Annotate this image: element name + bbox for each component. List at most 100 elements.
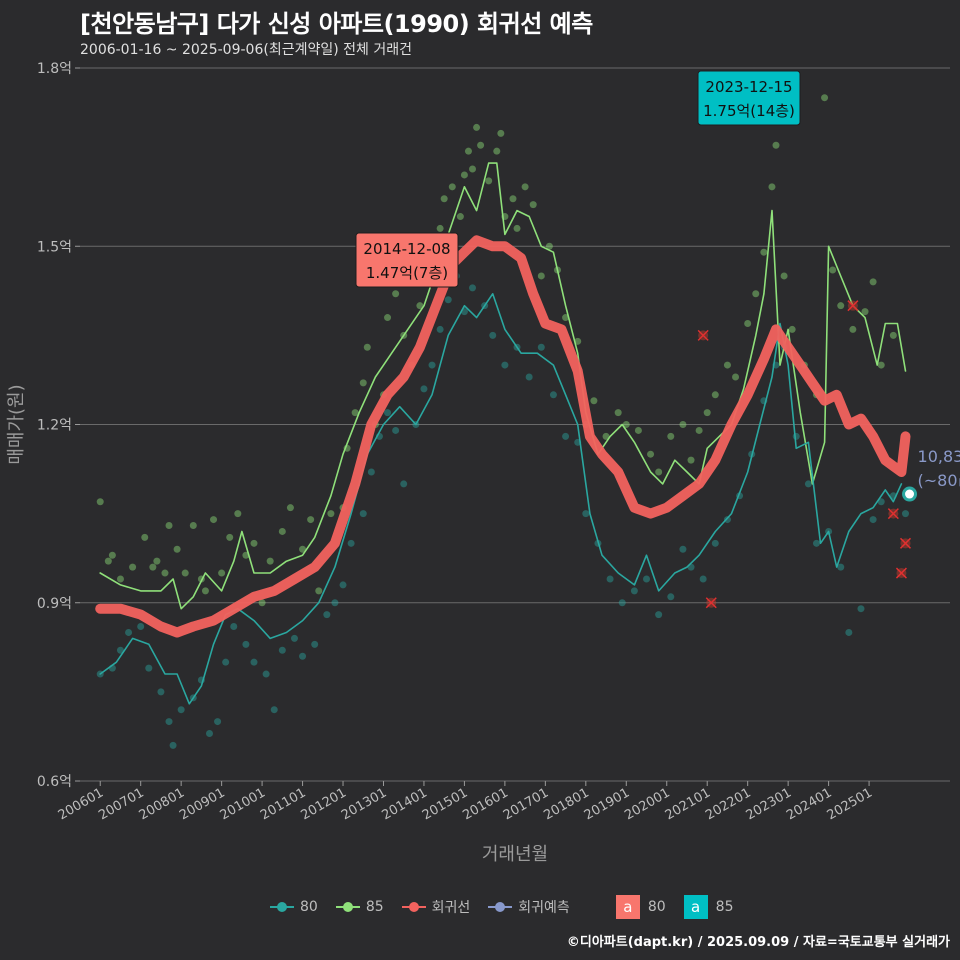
- scatter-point-80: [169, 741, 177, 749]
- scatter-point-85: [477, 141, 485, 149]
- scatter-point-85: [456, 213, 464, 221]
- scatter-point-80: [331, 599, 339, 607]
- legend-label-prediction: 회귀예측: [518, 900, 570, 916]
- scatter-point-85: [210, 516, 218, 524]
- scatter-point-80: [711, 539, 719, 547]
- scatter-point-80: [655, 611, 663, 619]
- annotation-date: 2014-12-08: [363, 240, 450, 258]
- scatter-point-85: [416, 302, 424, 310]
- scatter-point-85: [647, 450, 655, 458]
- scatter-point-80: [501, 361, 509, 369]
- legend-box-80: a 80: [615, 895, 666, 919]
- outlier-x-mark: [899, 537, 912, 549]
- y-tick-label: 1.5억: [37, 239, 72, 255]
- scatter-point-85: [473, 123, 481, 131]
- scatter-point-80: [214, 718, 222, 726]
- legend-label-regression: 회귀선: [431, 900, 471, 916]
- scatter-point-85: [861, 308, 869, 316]
- scatter-point-85: [234, 510, 242, 518]
- scatter-point-85: [752, 290, 760, 298]
- prediction-value-label: 10,830: [918, 447, 960, 466]
- scatter-point-80: [444, 296, 452, 304]
- x-tick-label: 202501: [825, 785, 875, 823]
- legend-box-85: a 85: [683, 895, 733, 919]
- scatter-point-85: [226, 533, 234, 541]
- scatter-point-80: [400, 480, 408, 488]
- x-tick-label: 200801: [137, 785, 187, 823]
- scatter-point-85: [266, 557, 274, 565]
- scatter-point-85: [384, 314, 392, 322]
- scatter-point-80: [116, 646, 124, 654]
- scatter-point-85: [116, 575, 124, 583]
- scatter-point-85: [436, 224, 444, 232]
- scatter-point-80: [582, 510, 590, 518]
- prediction-area-label: (~80㎡): [918, 471, 960, 490]
- scatter-point-85: [497, 129, 505, 137]
- legend-item-85: 85: [335, 899, 384, 915]
- scatter-point-80: [537, 343, 545, 351]
- scatter-point-85: [201, 587, 209, 595]
- scatter-point-85: [392, 290, 400, 298]
- scatter-point-85: [104, 557, 112, 565]
- scatter-point-85: [772, 141, 780, 149]
- footer-credit: ©디아파트(dapt.kr) / 2025.09.09 / 자료=국토교통부 실…: [566, 935, 950, 950]
- legend-label-80: 80: [300, 899, 318, 915]
- legend-item-regression: 회귀선: [401, 897, 471, 917]
- scatter-point-85: [655, 468, 663, 476]
- scatter-point-80: [606, 575, 614, 583]
- scatter-point-85: [780, 272, 788, 280]
- scatter-point-85: [760, 248, 768, 256]
- scatter-point-85: [829, 266, 837, 274]
- scatter-point-80: [339, 581, 347, 589]
- scatter-point-80: [242, 640, 250, 648]
- x-tick-label: 202101: [663, 785, 713, 823]
- annotation-date: 2023-12-15: [705, 78, 792, 96]
- scatter-point-85: [695, 426, 703, 434]
- x-tick-label: 202401: [784, 785, 834, 823]
- x-tick-label: 202001: [622, 785, 672, 823]
- series-line-80: [99, 293, 903, 705]
- scatter-point-80: [392, 426, 400, 434]
- scatter-point-85: [485, 177, 493, 185]
- x-tick-label: 201701: [501, 785, 551, 823]
- scatter-point-85: [173, 545, 181, 553]
- scatter-point-80: [359, 510, 367, 518]
- scatter-point-85: [574, 337, 582, 345]
- scatter-point-80: [290, 634, 298, 642]
- scatter-point-85: [703, 409, 711, 417]
- scatter-point-80: [525, 373, 533, 381]
- scatter-point-85: [679, 421, 687, 428]
- scatter-point-80: [278, 646, 286, 654]
- scatter-point-85: [278, 527, 286, 535]
- scatter-point-85: [307, 516, 315, 524]
- scatter-point-80: [667, 593, 675, 601]
- scatter-point-80: [299, 652, 307, 660]
- scatter-point-80: [549, 391, 557, 399]
- scatter-point-80: [205, 729, 213, 737]
- scatter-point-80: [804, 480, 812, 488]
- scatter-point-80: [250, 658, 258, 666]
- scatter-point-85: [509, 195, 517, 203]
- x-tick-label: 201601: [460, 785, 510, 823]
- scatter-point-80: [177, 706, 185, 714]
- scatter-point-85: [590, 397, 598, 405]
- scatter-point-80: [812, 539, 820, 547]
- scatter-point-85: [351, 409, 359, 417]
- scatter-point-80: [699, 575, 707, 583]
- scatter-point-85: [537, 272, 545, 280]
- scatter-point-80: [489, 331, 497, 339]
- scatter-point-80: [384, 409, 392, 417]
- scatter-point-85: [469, 165, 477, 173]
- x-tick-label: 200601: [56, 785, 106, 823]
- scatter-point-80: [792, 432, 800, 440]
- scatter-point-80: [420, 385, 428, 393]
- scatter-point-80: [630, 587, 638, 595]
- y-tick-label: 0.9억: [37, 596, 72, 612]
- x-tick-label: 201201: [299, 785, 349, 823]
- scatter-point-85: [877, 361, 885, 369]
- scatter-point-85: [622, 421, 630, 428]
- scatter-point-85: [153, 557, 161, 565]
- series-line-regression: [95, 235, 911, 638]
- y-tick-label: 0.6억: [37, 774, 72, 790]
